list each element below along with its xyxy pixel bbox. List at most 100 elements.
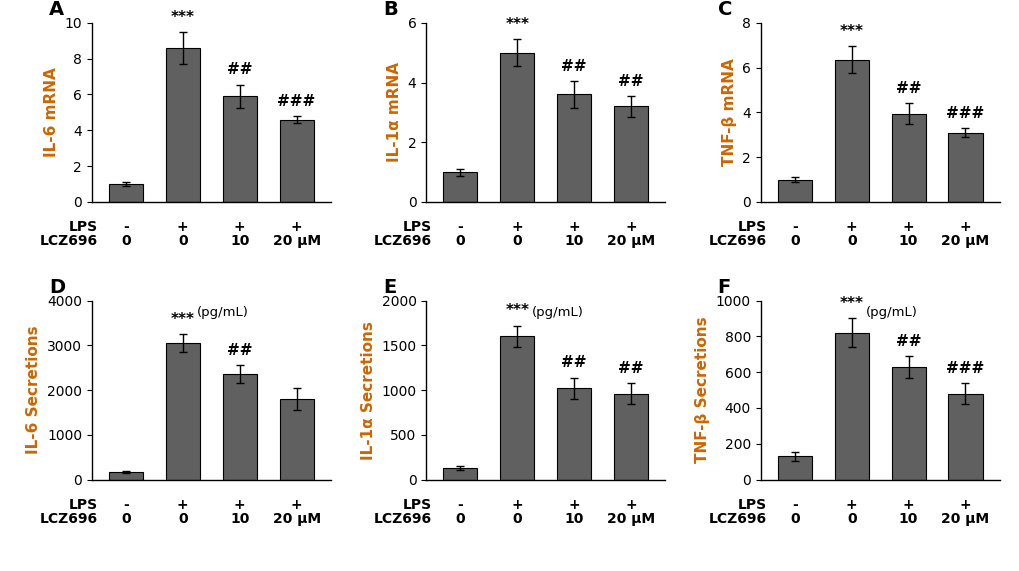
Text: 0: 0 [512,512,522,526]
Text: +: + [290,497,302,512]
Text: +: + [511,220,523,234]
Text: 10: 10 [229,512,249,526]
Text: +: + [902,497,913,512]
Text: (pg/mL): (pg/mL) [531,306,583,319]
Text: ##: ## [560,59,586,74]
Text: LPS: LPS [403,220,431,234]
Text: LCZ696: LCZ696 [40,512,98,526]
Text: C: C [717,0,732,19]
Text: 0: 0 [512,234,522,248]
Bar [834,60,868,202]
Text: +: + [845,220,857,234]
Text: E: E [383,278,396,297]
Text: 20 μM: 20 μM [272,512,320,526]
Text: ##: ## [895,81,920,96]
Text: -: - [458,497,463,512]
Text: 20 μM: 20 μM [941,234,988,248]
Text: LCZ696: LCZ696 [373,512,431,526]
Text: 0: 0 [178,512,187,526]
Text: LPS: LPS [68,220,98,234]
Text: +: + [511,497,523,512]
Y-axis label: TNF-β mRNA: TNF-β mRNA [720,59,736,166]
Text: 10: 10 [564,234,583,248]
Text: 10: 10 [564,512,583,526]
Text: ##: ## [226,343,252,358]
Text: ###: ### [946,106,983,121]
Bar [109,472,143,480]
Text: +: + [625,220,636,234]
Text: (pg/mL): (pg/mL) [865,306,917,319]
Text: 20 μM: 20 μM [272,234,320,248]
Text: LCZ696: LCZ696 [373,234,431,248]
Text: LCZ696: LCZ696 [707,234,765,248]
Text: ##: ## [618,361,643,376]
Text: ###: ### [946,361,983,376]
Bar [777,456,811,480]
Text: 20 μM: 20 μM [941,512,988,526]
Bar [948,393,981,480]
Text: +: + [177,497,189,512]
Text: LCZ696: LCZ696 [40,234,98,248]
Text: ##: ## [226,62,252,78]
Text: A: A [49,0,64,19]
Text: ##: ## [618,74,643,89]
Bar [556,388,591,480]
Text: LPS: LPS [737,220,765,234]
Text: B: B [383,0,397,19]
Text: 20 μM: 20 μM [606,234,654,248]
Text: ***: *** [504,17,529,32]
Text: 0: 0 [846,512,856,526]
Bar [948,132,981,202]
Text: +: + [959,220,970,234]
Bar [279,119,313,202]
Text: +: + [625,497,636,512]
Y-axis label: IL-6 mRNA: IL-6 mRNA [44,67,59,157]
Y-axis label: IL-1α mRNA: IL-1α mRNA [387,62,401,162]
Y-axis label: TNF-β Secretions: TNF-β Secretions [695,317,709,464]
Bar [279,399,313,480]
Text: 0: 0 [790,234,799,248]
Bar [777,180,811,202]
Text: ###: ### [277,94,316,109]
Text: D: D [49,278,65,297]
Text: -: - [791,497,797,512]
Text: 0: 0 [790,512,799,526]
Text: 10: 10 [898,512,917,526]
Text: 0: 0 [455,512,465,526]
Text: +: + [290,220,302,234]
Bar [222,96,257,202]
Bar [613,393,647,480]
Text: LCZ696: LCZ696 [707,512,765,526]
Text: ***: *** [170,312,195,327]
Text: +: + [233,497,246,512]
Text: 0: 0 [455,234,465,248]
Text: +: + [568,220,580,234]
Text: 10: 10 [229,234,249,248]
Text: +: + [902,220,913,234]
Bar [556,94,591,202]
Text: +: + [959,497,970,512]
Y-axis label: IL-6 Secretions: IL-6 Secretions [26,326,42,455]
Text: -: - [123,497,128,512]
Text: +: + [568,497,580,512]
Bar [165,48,200,202]
Bar [891,114,925,202]
Bar [109,184,143,202]
Text: 0: 0 [846,234,856,248]
Text: -: - [123,220,128,234]
Text: +: + [233,220,246,234]
Bar [165,343,200,480]
Text: ***: *** [839,24,863,39]
Bar [443,172,477,202]
Text: F: F [717,278,731,297]
Text: LPS: LPS [403,497,431,512]
Text: -: - [458,220,463,234]
Bar [613,106,647,202]
Bar [499,53,534,202]
Bar [834,333,868,480]
Text: 20 μM: 20 μM [606,512,654,526]
Text: 0: 0 [121,234,130,248]
Text: ##: ## [560,355,586,371]
Text: -: - [791,220,797,234]
Text: 10: 10 [898,234,917,248]
